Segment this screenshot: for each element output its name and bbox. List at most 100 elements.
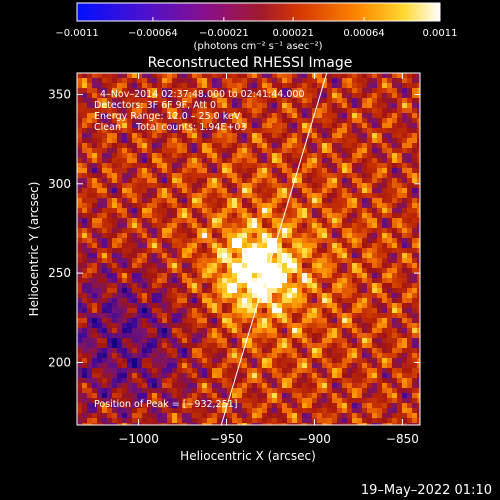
heatmap-cell — [267, 258, 272, 263]
heatmap-cell — [237, 93, 242, 98]
heatmap-cell — [322, 163, 327, 168]
heatmap-cell — [122, 223, 127, 228]
heatmap-cell — [132, 343, 137, 348]
heatmap-cell — [222, 423, 227, 425]
heatmap-cell — [77, 258, 82, 263]
heatmap-cell — [287, 328, 292, 333]
heatmap-cell — [342, 383, 347, 388]
heatmap-cell — [177, 343, 182, 348]
heatmap-cell — [157, 383, 162, 388]
heatmap-cell — [212, 98, 217, 103]
heatmap-cell — [392, 303, 397, 308]
heatmap-cell — [312, 193, 317, 198]
heatmap-cell — [222, 103, 227, 108]
heatmap-cell — [342, 298, 347, 303]
heatmap-cell — [382, 78, 387, 83]
heatmap-cell — [277, 173, 282, 178]
heatmap-cell — [287, 163, 292, 168]
heatmap-cell — [87, 128, 92, 133]
heatmap-cell — [177, 213, 182, 218]
heatmap-cell — [202, 198, 207, 203]
heatmap-cell — [192, 213, 197, 218]
heatmap-cell — [412, 208, 417, 213]
heatmap-cell — [327, 223, 332, 228]
heatmap-cell — [407, 288, 412, 293]
heatmap-cell — [242, 193, 247, 198]
heatmap-cell — [77, 153, 82, 158]
heatmap-cell — [87, 253, 92, 258]
heatmap-cell — [242, 203, 247, 208]
heatmap-cell — [162, 138, 167, 143]
heatmap-cell — [152, 398, 157, 403]
heatmap-cell — [212, 323, 217, 328]
heatmap-cell — [82, 98, 87, 103]
heatmap-cell — [407, 353, 412, 358]
heatmap-cell — [372, 103, 377, 108]
heatmap-cell — [212, 318, 217, 323]
heatmap-cell — [217, 283, 222, 288]
heatmap-cell — [177, 338, 182, 343]
heatmap-cell — [307, 148, 312, 153]
heatmap-cell — [157, 113, 162, 118]
heatmap-cell — [392, 158, 397, 163]
heatmap-cell — [217, 188, 222, 193]
heatmap-cell — [102, 393, 107, 398]
heatmap-cell — [147, 243, 152, 248]
heatmap-cell — [292, 333, 297, 338]
heatmap-cell — [347, 408, 352, 413]
heatmap-cell — [92, 328, 97, 333]
heatmap-cell — [402, 413, 407, 418]
heatmap-cell — [202, 423, 207, 425]
heatmap-cell — [182, 103, 187, 108]
heatmap-cell — [212, 248, 217, 253]
heatmap-cell — [257, 363, 262, 368]
heatmap-cell — [202, 283, 207, 288]
heatmap-cell — [122, 398, 127, 403]
heatmap-cell — [402, 333, 407, 338]
heatmap-cell — [287, 233, 292, 238]
heatmap-cell — [137, 283, 142, 288]
heatmap-cell — [172, 303, 177, 308]
heatmap-cell — [337, 323, 342, 328]
heatmap-cell — [312, 98, 317, 103]
heatmap-cell — [122, 313, 127, 318]
heatmap-cell — [212, 138, 217, 143]
heatmap-cell — [252, 73, 257, 78]
heatmap-cell — [232, 103, 237, 108]
heatmap-cell — [222, 208, 227, 213]
heatmap-cell — [137, 378, 142, 383]
heatmap-cell — [227, 348, 232, 353]
heatmap-cell — [377, 213, 382, 218]
heatmap-cell — [82, 203, 87, 208]
heatmap-cell — [77, 148, 82, 153]
heatmap-cell — [342, 213, 347, 218]
heatmap-cell — [247, 218, 252, 223]
heatmap-cell — [412, 173, 417, 178]
heatmap-cell — [252, 333, 257, 338]
heatmap-cell — [242, 373, 247, 378]
heatmap-cell — [382, 353, 387, 358]
heatmap-cell — [212, 183, 217, 188]
heatmap-cell — [122, 183, 127, 188]
heatmap-cell — [277, 128, 282, 133]
heatmap-cell — [292, 93, 297, 98]
heatmap-cell — [127, 78, 132, 83]
heatmap-cell — [322, 378, 327, 383]
heatmap-cell — [392, 148, 397, 153]
heatmap-cell — [407, 348, 412, 353]
heatmap-cell — [282, 128, 287, 133]
heatmap-cell — [217, 323, 222, 328]
heatmap-cell — [252, 123, 257, 128]
heatmap-cell — [82, 213, 87, 218]
heatmap-cell — [162, 408, 167, 413]
heatmap-cell — [392, 318, 397, 323]
heatmap-cell — [287, 208, 292, 213]
heatmap-cell — [317, 348, 322, 353]
heatmap-cell — [222, 228, 227, 233]
heatmap-cell — [232, 113, 237, 118]
heatmap-cell — [212, 363, 217, 368]
heatmap-cell — [247, 153, 252, 158]
heatmap-cell — [77, 403, 82, 408]
heatmap-cell — [112, 203, 117, 208]
heatmap-cell — [312, 163, 317, 168]
